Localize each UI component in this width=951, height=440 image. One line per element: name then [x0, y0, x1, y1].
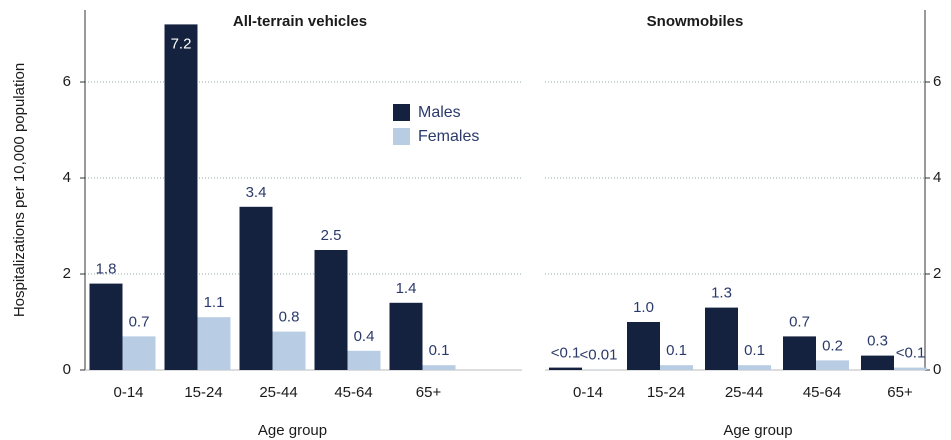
- value-label: 0.1: [429, 342, 450, 359]
- bar: [122, 336, 156, 370]
- x-tick-label: 25-44: [725, 384, 763, 401]
- value-label: 0.7: [129, 313, 150, 330]
- value-label: 3.4: [246, 184, 267, 201]
- value-label: 1.3: [711, 285, 732, 302]
- bar: [705, 307, 738, 370]
- value-label: 0.1: [666, 342, 687, 359]
- y-tick-label: 6: [933, 73, 941, 90]
- legend-swatch: [393, 128, 410, 145]
- y-tick-label: 0: [933, 361, 941, 378]
- y-tick-label: 2: [63, 265, 71, 282]
- y-tick-label: 4: [933, 169, 941, 186]
- x-tick-label: 65+: [416, 384, 442, 401]
- y-tick-label: 2: [933, 265, 941, 282]
- bar: [272, 331, 306, 370]
- x-tick-label: 15-24: [184, 384, 222, 401]
- bar: [660, 365, 693, 370]
- value-label: 0.7: [789, 313, 810, 330]
- value-label: 7.2: [171, 35, 192, 52]
- y-tick-label: 4: [63, 169, 71, 186]
- bar: [894, 367, 927, 370]
- x-tick-label: 45-64: [803, 384, 841, 401]
- value-label: <0.1: [551, 345, 581, 362]
- value-label: 2.5: [321, 227, 342, 244]
- value-label: <0.1: [896, 345, 926, 362]
- x-axis-label: Age group: [723, 422, 792, 439]
- bar: [861, 355, 894, 370]
- x-tick-label: 0-14: [573, 384, 603, 401]
- legend-label: Females: [418, 128, 479, 145]
- x-tick-label: 0-14: [113, 384, 143, 401]
- bar: [816, 360, 849, 370]
- y-tick-label: 0: [63, 361, 71, 378]
- x-tick-label: 65+: [887, 384, 913, 401]
- value-label: 0.2: [822, 337, 843, 354]
- value-label: 0.4: [354, 328, 375, 345]
- value-label: 1.4: [396, 280, 417, 297]
- chart-title: All-terrain vehicles: [233, 13, 367, 30]
- bar: [422, 365, 456, 370]
- bar: [783, 336, 816, 370]
- bar: [389, 302, 423, 370]
- bar: [314, 250, 348, 370]
- bar: [347, 350, 381, 370]
- chart-title: Snowmobiles: [647, 13, 744, 30]
- bar: [738, 365, 771, 370]
- value-label: 1.1: [204, 294, 225, 311]
- value-label: <0.01: [580, 347, 618, 364]
- value-label: 1.0: [633, 299, 654, 316]
- value-label: 0.8: [279, 309, 300, 326]
- value-label: 0.3: [867, 333, 888, 350]
- x-tick-label: 15-24: [647, 384, 685, 401]
- value-label: 1.8: [96, 261, 117, 278]
- legend-label: Males: [418, 104, 461, 121]
- y-axis-label: Hospitalizations per 10,000 population: [11, 63, 28, 317]
- bar: [239, 206, 273, 370]
- x-tick-label: 45-64: [334, 384, 372, 401]
- x-tick-label: 25-44: [259, 384, 297, 401]
- bar: [197, 317, 231, 370]
- bar: [627, 322, 660, 370]
- legend-swatch: [393, 104, 410, 121]
- x-axis-label: Age group: [258, 422, 327, 439]
- y-tick-label: 6: [63, 73, 71, 90]
- bar: [89, 283, 123, 370]
- value-label: 0.1: [744, 342, 765, 359]
- bar: [549, 367, 582, 370]
- bar: [164, 24, 198, 371]
